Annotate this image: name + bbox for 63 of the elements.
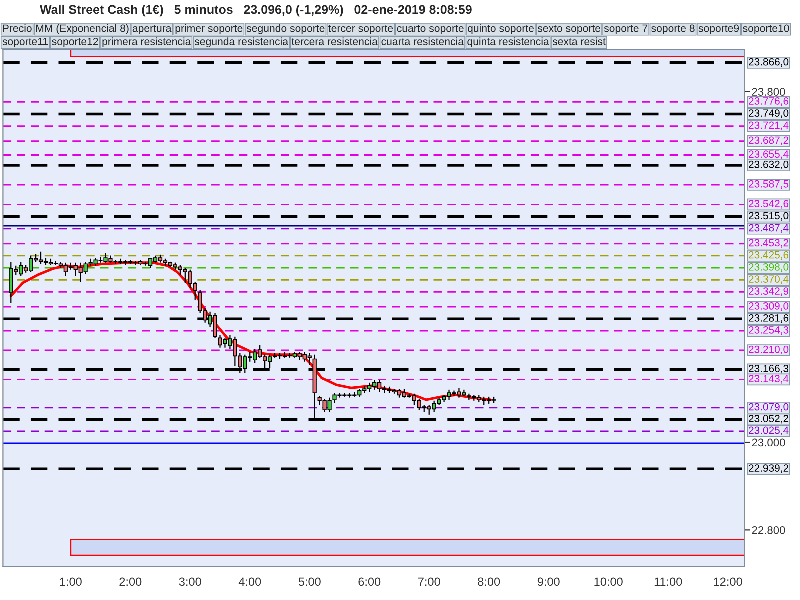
text: sexto soporte xyxy=(538,25,601,34)
text: tercer soporte xyxy=(328,25,394,34)
ref-line-label: 23.632,0 xyxy=(749,160,789,170)
x-tick-label: 2:00 xyxy=(120,578,142,586)
x-tick-label: 5:00 xyxy=(298,578,321,586)
text: soporte11 xyxy=(2,38,48,48)
y-tick-label: 22.800 xyxy=(752,526,786,534)
ref-line-label: 23.542,6 xyxy=(749,200,789,209)
x-tick-label: 12:00 xyxy=(714,578,742,586)
text: apertura xyxy=(132,25,172,34)
ref-line-label: 23.166,3 xyxy=(749,365,789,374)
text: soporte9 xyxy=(698,24,740,34)
ref-line-label: 23.721,4 xyxy=(749,122,789,130)
ref-line-label: 23.079,0 xyxy=(749,403,789,412)
text: soporte 7 xyxy=(604,24,648,34)
ref-line-label: 23.309,0 xyxy=(749,302,789,312)
ref-line-label: 23.025,4 xyxy=(749,426,789,436)
ref-line-label: 23.776,6 xyxy=(749,98,789,106)
text: Precio xyxy=(3,24,32,32)
ref-line-label: 23.487,4 xyxy=(749,224,789,233)
ref-line-label: 23.655,4 xyxy=(749,150,789,160)
ref-line-label: 23.210,0 xyxy=(749,346,789,355)
x-tick-label: 6:00 xyxy=(358,578,381,586)
y-tick-label: 23.800 xyxy=(752,88,786,96)
ref-line-label: 23.398,0 xyxy=(749,263,789,272)
text: quinta resistencia xyxy=(468,38,550,48)
text: cuarto soporte xyxy=(397,25,464,34)
ref-line-label: 23.866,0 xyxy=(749,58,789,67)
x-tick-label: 10:00 xyxy=(594,578,623,586)
ref-line-label: 23.281,6 xyxy=(749,314,789,324)
ref-line-label: 22.939,2 xyxy=(749,464,789,474)
x-tick-label: 9:00 xyxy=(538,578,560,586)
ref-line-label: 23.143,4 xyxy=(749,375,789,384)
ref-line-label: 23.453,2 xyxy=(749,239,789,248)
ref-line-label: 23.370,4 xyxy=(749,276,789,284)
ref-line-label: 23.425,6 xyxy=(749,251,789,260)
ref-line-label: 23.342,9 xyxy=(749,288,789,296)
text: tercera resistencia xyxy=(292,38,378,46)
ref-line-label: 23.587,5 xyxy=(749,180,789,190)
text: cuarta resistencia xyxy=(382,38,464,46)
text: soporte12 xyxy=(52,38,98,48)
x-tick-label: 8:00 xyxy=(478,578,500,586)
text: primer soporte xyxy=(176,24,243,34)
ref-line-label: 23.749,0 xyxy=(749,110,789,118)
text: soporte 8 xyxy=(652,24,695,34)
ref-line-label: 23.052,2 xyxy=(749,415,789,424)
x-tick-label: 11:00 xyxy=(654,578,682,586)
ref-line-label: 23.515,0 xyxy=(749,212,789,221)
chart-title: Wall Street Cash (1€) 5 minutos 23.096,0 (-1,29%) 02-ene-2019 8:08:59 xyxy=(40,4,472,17)
ref-line-label: 23.687,2 xyxy=(749,136,789,146)
x-tick-label: 7:00 xyxy=(418,578,440,586)
ref-line-label: 23.254,3 xyxy=(749,326,789,336)
x-tick-label: 1:00 xyxy=(60,578,82,586)
text: MM (Exponencial 8) xyxy=(36,24,129,34)
text: segunda resistencia xyxy=(194,38,289,48)
text: soporte10 xyxy=(743,24,790,34)
x-tick-label: 4:00 xyxy=(238,578,262,586)
text: quinto soporte xyxy=(468,24,534,34)
x-tick-label: 3:00 xyxy=(179,578,202,586)
text: primera resistencia xyxy=(102,38,192,48)
text: sexta resist xyxy=(552,38,606,46)
text: segundo soporte xyxy=(246,24,325,34)
y-tick-label: 23.000 xyxy=(752,438,786,447)
